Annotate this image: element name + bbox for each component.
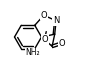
Text: O: O xyxy=(41,11,47,20)
Text: O: O xyxy=(41,35,48,44)
Text: N: N xyxy=(53,16,59,25)
Text: NH₂: NH₂ xyxy=(25,48,40,57)
Text: O: O xyxy=(58,39,65,48)
